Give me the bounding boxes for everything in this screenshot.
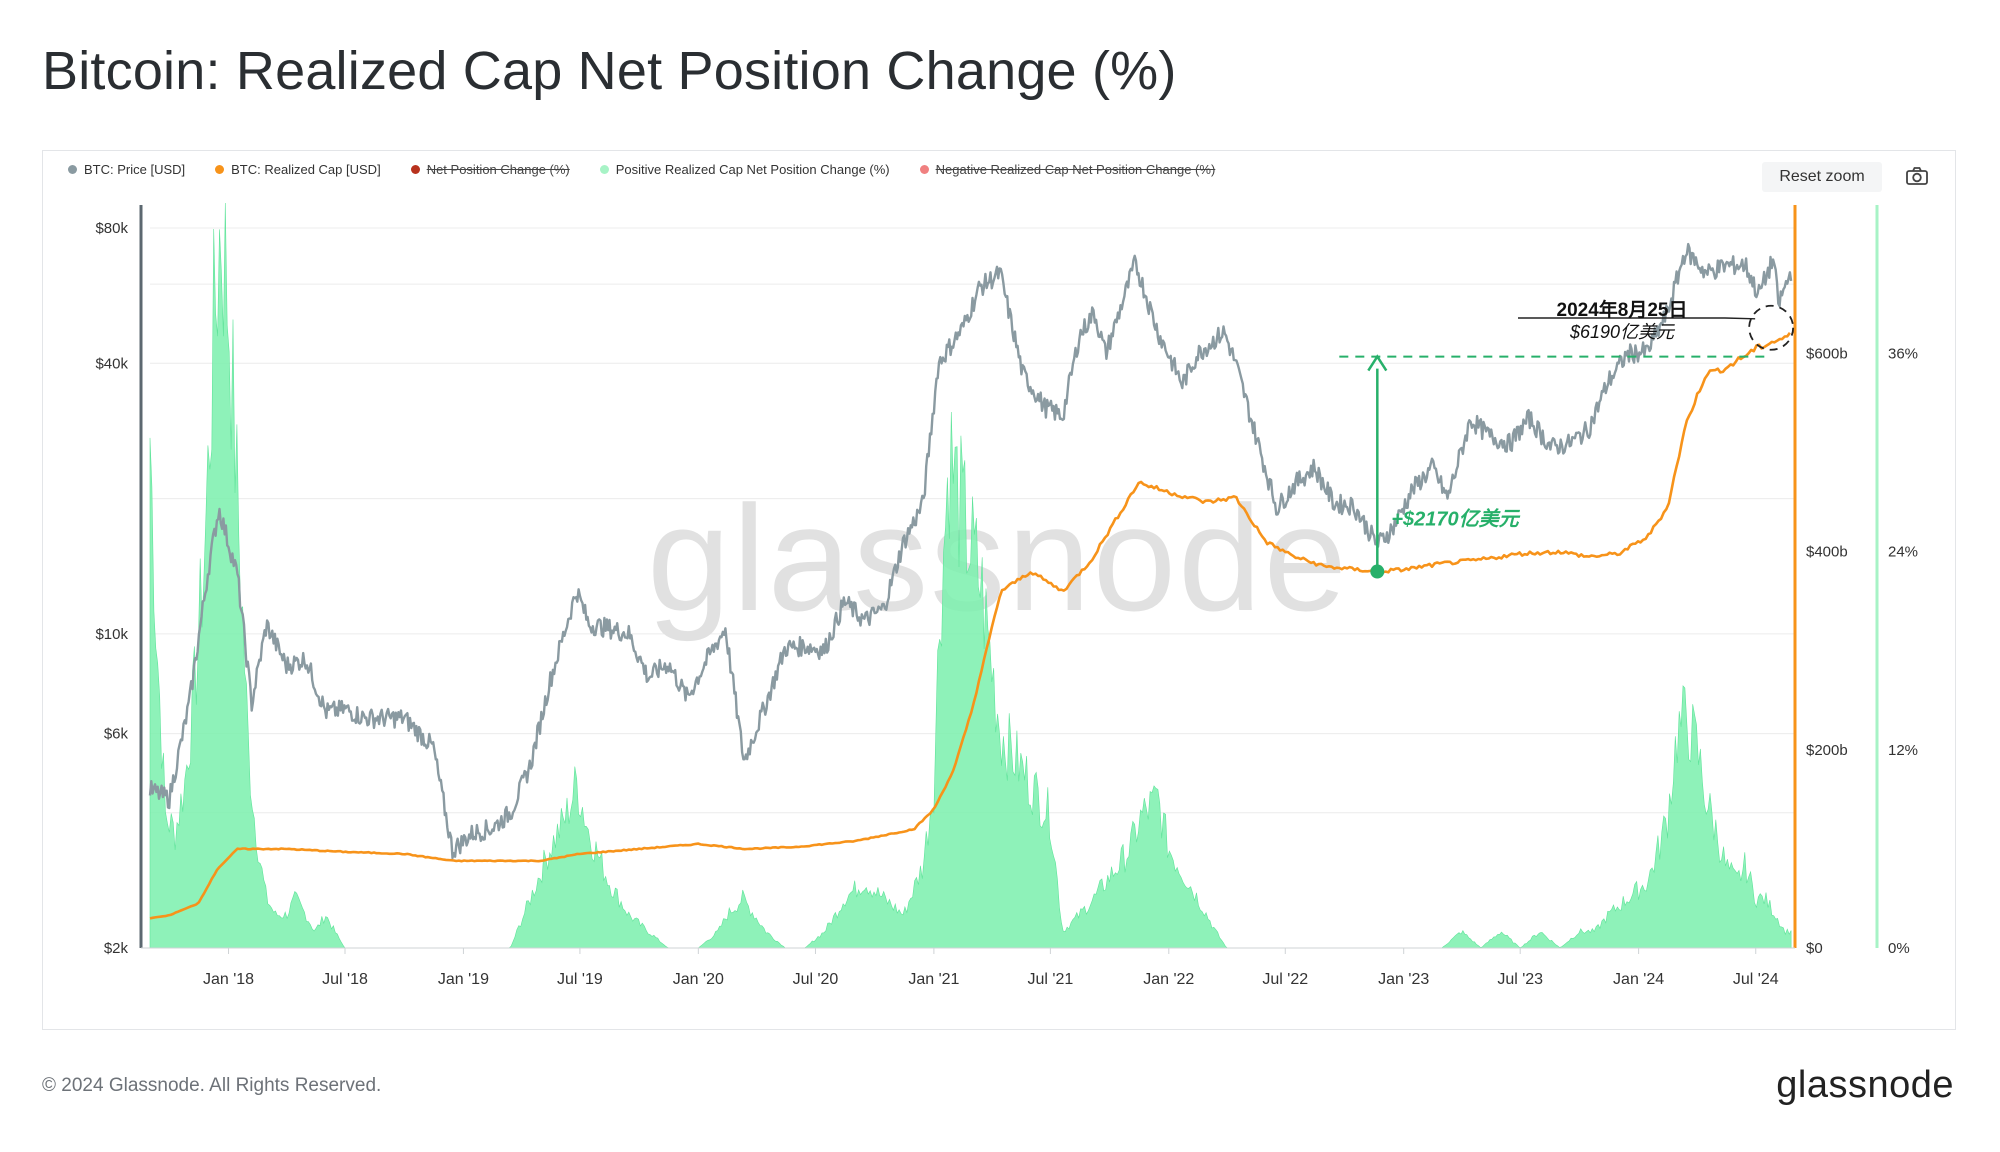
y-right-cap-tick-label: $600b	[1806, 346, 1848, 363]
endpoint-dashed-circle	[1748, 304, 1795, 351]
legend-item-price[interactable]: BTC: Price [USD]	[68, 162, 185, 177]
x-tick-label: Jan '19	[438, 971, 489, 988]
realized-cap-line	[149, 332, 1791, 920]
x-tick-label: Jul '24	[1733, 971, 1779, 988]
legend-label: Negative Realized Cap Net Position Chang…	[935, 162, 1216, 177]
x-tick-label: Jan '20	[673, 971, 724, 988]
legend-dot-icon	[599, 165, 609, 174]
footer-logo: glassnode	[1776, 1064, 1954, 1106]
gain-start-marker	[1370, 564, 1385, 579]
legend-label: BTC: Realized Cap [USD]	[231, 162, 381, 177]
x-tick-label: Jul '21	[1027, 971, 1073, 988]
y-right-percent-tick-label: 24%	[1888, 544, 1918, 561]
date-callout-label: 2024年8月25日	[1557, 298, 1688, 321]
x-tick-label: Jul '18	[322, 971, 368, 988]
y-right-percent-tick-label: 12%	[1888, 742, 1918, 759]
annotation-layer: +$2170亿美元 2024年8月25日$6190亿美元	[1339, 298, 1795, 579]
legend-dot-icon	[410, 165, 420, 174]
y-right-cap-tick-label: $400b	[1806, 544, 1848, 561]
legend-label: BTC: Price [USD]	[84, 162, 186, 177]
x-tick-label: Jul '23	[1497, 971, 1543, 988]
x-tick-label: Jul '20	[793, 971, 839, 988]
y-right-percent-tick-label: 0%	[1888, 940, 1910, 957]
price-line	[148, 242, 1793, 860]
camera-icon[interactable]	[1904, 164, 1930, 188]
legend-item-negative-change[interactable]: Negative Realized Cap Net Position Chang…	[919, 162, 1216, 177]
x-tick-label: Jan '22	[1143, 971, 1194, 988]
reset-zoom-button[interactable]: Reset zoom	[1762, 162, 1882, 192]
legend-item-realized-cap[interactable]: BTC: Realized Cap [USD]	[215, 162, 381, 177]
legend-label: Positive Realized Cap Net Position Chang…	[615, 162, 890, 177]
legend-item-positive-change[interactable]: Positive Realized Cap Net Position Chang…	[599, 162, 890, 177]
gain-arrow-head-icon	[1367, 354, 1388, 372]
x-tick-label: Jul '19	[557, 971, 603, 988]
gain-label: +$2170亿美元	[1391, 508, 1520, 531]
x-tick-label: Jan '18	[203, 971, 254, 988]
x-tick-label: Jan '21	[908, 971, 959, 988]
y-left-tick-label: $80k	[95, 220, 128, 237]
legend-item-net-position-change[interactable]: Net Position Change (%)	[410, 162, 570, 177]
y-left-tick-label: $2k	[104, 940, 129, 957]
legend-dot-icon	[919, 165, 929, 174]
x-tick-label: Jul '22	[1262, 971, 1308, 988]
y-right-percent-tick-label: 36%	[1888, 346, 1918, 363]
watermark-text: glassnode	[647, 474, 1349, 642]
legend-label: Net Position Change (%)	[426, 162, 570, 177]
x-tick-label: Jan '24	[1613, 971, 1664, 988]
chart-legend: BTC: Price [USD] BTC: Realized Cap [USD]…	[68, 162, 1215, 177]
y-left-tick-label: $10k	[95, 626, 128, 643]
y-right-cap-tick-label: $200b	[1806, 742, 1848, 759]
value-callout-label: $6190亿美元	[1569, 322, 1676, 342]
page-title: Bitcoin: Realized Cap Net Position Chang…	[42, 41, 1177, 101]
lines-layer	[148, 242, 1793, 920]
axis-layer: $2k $6k $10k $40k $80k $0 $200b $400b $600b 0% 12%…	[95, 205, 1918, 988]
y-right-cap-tick-label: $0	[1806, 940, 1823, 957]
y-left-tick-label: $6k	[104, 726, 129, 743]
x-tick-label: Jan '23	[1378, 971, 1429, 988]
legend-dot-icon	[68, 165, 77, 174]
footer-copyright: © 2024 Glassnode. All Rights Reserved.	[42, 1075, 382, 1096]
callout-leader-line	[1724, 317, 1756, 320]
y-left-tick-label: $40k	[95, 355, 128, 372]
legend-dot-icon	[215, 165, 225, 174]
